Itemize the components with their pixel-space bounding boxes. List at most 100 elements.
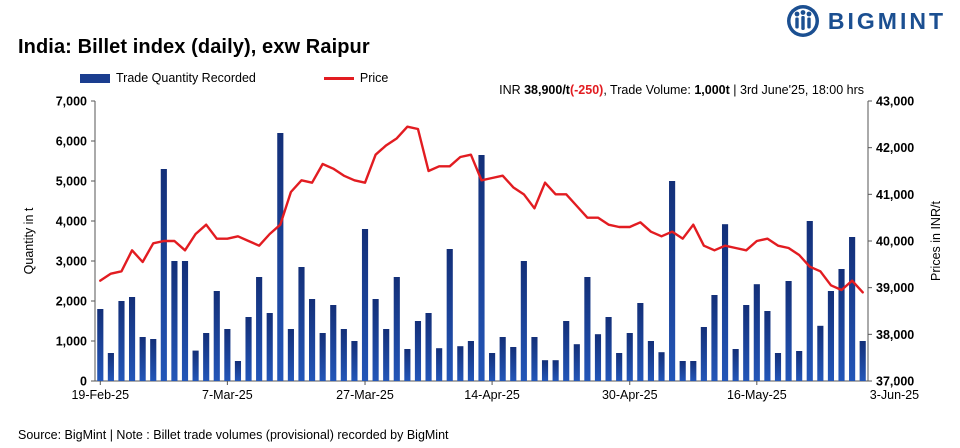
bar — [245, 317, 252, 381]
footer-source: Source: BigMint | Note : Billet trade vo… — [18, 428, 449, 442]
bar — [203, 333, 210, 381]
bar — [753, 284, 760, 381]
bar — [743, 305, 750, 381]
left-tick-label: 0 — [80, 375, 87, 389]
bar — [584, 277, 591, 381]
bar — [510, 347, 517, 381]
bar — [563, 321, 570, 381]
bar — [150, 339, 157, 381]
bar — [817, 325, 824, 381]
bar — [446, 249, 453, 381]
bar — [541, 360, 549, 381]
bar — [266, 313, 273, 381]
summary-volume: 1,000t — [694, 83, 730, 97]
price-line — [99, 125, 864, 294]
bar — [309, 299, 316, 381]
right-tick-label: 40,000 — [876, 235, 914, 249]
bar — [330, 305, 337, 381]
bar — [404, 349, 411, 381]
x-tick-label: 30-Apr-25 — [602, 388, 658, 402]
x-tick-label: 16-May-25 — [727, 388, 787, 402]
bar — [436, 348, 443, 381]
right-axis-title: Prices in INR/t — [929, 201, 943, 281]
bar — [478, 155, 485, 381]
bar — [287, 329, 294, 381]
bar — [181, 261, 189, 381]
bar — [594, 334, 602, 381]
x-tick-label: 3-Jun-25 — [870, 388, 919, 402]
bar — [393, 277, 400, 381]
bar — [573, 344, 580, 381]
bar — [277, 133, 284, 381]
bar — [224, 329, 231, 381]
legend-item-price: Price — [323, 71, 388, 85]
bar — [700, 327, 707, 381]
bar — [425, 313, 432, 381]
bar — [160, 169, 167, 381]
x-tick-label: 14-Apr-25 — [464, 388, 520, 402]
bar — [552, 360, 559, 381]
bar — [531, 337, 538, 381]
bar — [806, 221, 813, 381]
bar — [361, 229, 369, 381]
bar — [107, 353, 114, 381]
bar — [859, 341, 866, 381]
left-tick-label: 4,000 — [56, 215, 87, 229]
bar — [849, 237, 856, 381]
right-tick-label: 37,000 — [876, 375, 914, 389]
bar — [319, 333, 326, 381]
bar — [605, 317, 612, 381]
bar — [827, 291, 835, 381]
bar — [171, 261, 178, 381]
legend-swatch-bar — [80, 73, 110, 83]
bar — [785, 281, 792, 381]
bar — [256, 277, 263, 381]
bar — [467, 341, 474, 381]
summary-volume-label: , Trade Volume: — [603, 83, 695, 97]
bar — [774, 353, 782, 381]
left-tick-label: 1,000 — [56, 335, 87, 349]
price-summary: INR 38,900/t(-250), Trade Volume: 1,000t… — [499, 83, 864, 97]
legend-item-quantity: Trade Quantity Recorded — [80, 71, 256, 85]
bigmint-emblem-icon — [786, 5, 819, 37]
bar — [732, 349, 739, 381]
bar — [626, 333, 633, 381]
summary-prefix: INR — [499, 83, 525, 97]
right-tick-label: 43,000 — [876, 95, 914, 109]
right-tick-label: 38,000 — [876, 328, 914, 342]
bar — [838, 269, 845, 381]
bar — [647, 341, 654, 381]
left-tick-label: 3,000 — [56, 255, 87, 269]
bar — [213, 291, 220, 381]
brand-name: BIGMINT — [827, 7, 946, 34]
summary-date: | 3rd June'25, 18:00 hrs — [729, 83, 864, 97]
bar — [616, 353, 623, 381]
x-tick-label: 7-Mar-25 — [202, 388, 253, 402]
bar — [97, 309, 104, 381]
bar — [499, 337, 506, 381]
bar — [340, 329, 347, 381]
bar — [234, 361, 242, 381]
bar — [414, 321, 422, 381]
bar — [351, 341, 358, 381]
summary-price: 38,900/t — [524, 83, 570, 97]
x-tick-label: 27-Mar-25 — [336, 388, 394, 402]
bar — [796, 351, 803, 381]
bar — [192, 350, 199, 381]
bar — [690, 361, 697, 381]
bar — [128, 297, 136, 381]
legend-swatch-line — [323, 76, 354, 80]
bar — [298, 267, 305, 381]
bar — [658, 352, 665, 381]
summary-change: (-250) — [569, 83, 604, 97]
bar — [711, 295, 718, 381]
bar — [372, 299, 379, 381]
bar — [764, 311, 771, 381]
bar — [669, 181, 676, 381]
bar — [489, 353, 496, 381]
brand-logo: BIGMINT — [786, 4, 946, 38]
left-tick-label: 5,000 — [56, 175, 87, 189]
bar — [139, 337, 146, 381]
x-tick-label: 19-Feb-25 — [71, 388, 129, 402]
bar — [721, 224, 729, 381]
